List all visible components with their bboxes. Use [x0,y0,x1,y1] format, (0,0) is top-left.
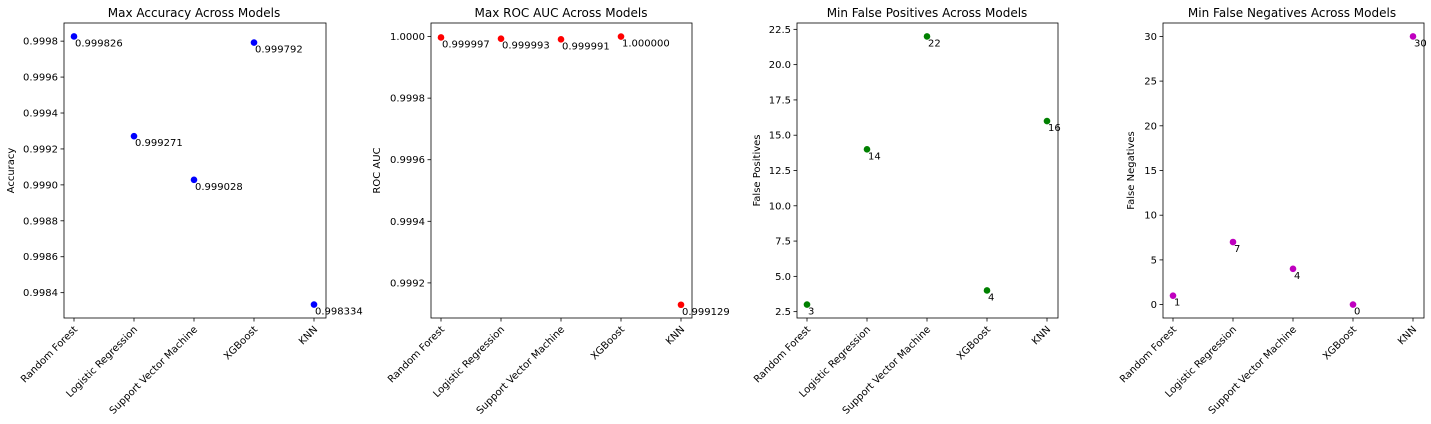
data-point [863,146,871,153]
y-tick-label: 0.9996 [23,73,58,84]
y-tick-label: 0.9992 [390,278,425,289]
y-tick-label: 12.5 [769,166,791,177]
y-axis-label: False Positives [752,134,763,206]
data-point [1289,265,1297,273]
chart-panel-1: Max Accuracy Across Models Accuracy 0.9984… [6,6,363,417]
data-label: 4 [988,292,994,303]
y-tick-label: 0.9992 [23,144,58,155]
y-tick-label: 25 [1144,77,1157,88]
x-tick-label: KNN [1396,324,1419,347]
chart-title: Min False Negatives Across Models [1188,6,1396,20]
y-tick-label: 5.0 [775,272,791,283]
x-tick-label: XGBoost [589,324,627,362]
axes-frame [430,22,693,319]
data-point [310,301,318,308]
x-tick-label: Random Forest [752,324,813,385]
data-point [983,287,991,294]
x-tick-label: Random Forest [386,324,447,385]
chart-panel-3: Min False Positives Across Models False P… [752,6,1061,417]
y-axis-label: False Negatives [1126,131,1137,209]
data-label: 0.999129 [682,307,730,318]
data-label: 0.998334 [315,307,363,318]
x-tick-label: KNN [664,324,687,347]
data-point [617,33,625,40]
data-label: 14 [868,151,881,162]
y-tick-label: 10.0 [769,201,791,212]
data-label: 0.999271 [135,138,183,149]
y-tick-label: 0.9984 [23,288,58,299]
y-tick-label: 0.9990 [23,180,58,191]
data-label: 0.999028 [195,182,243,193]
data-label: 0.999991 [562,41,610,52]
x-tick-label: XGBoost [1321,324,1359,362]
axes-frame [796,22,1059,319]
data-point [130,132,138,140]
data-point [1349,301,1357,308]
data-point [803,301,811,308]
y-tick-label: 0.9988 [23,216,58,227]
y-tick-label: 0.9998 [390,94,425,105]
data-label: 30 [1414,38,1427,49]
y-tick-label: 0.9998 [23,37,58,48]
data-label: 3 [808,307,814,318]
y-tick-label: 22.5 [769,25,791,36]
data-point [250,39,258,46]
chart-title: Max ROC AUC Across Models [475,6,648,20]
data-point [1043,117,1051,125]
axes-frame [63,22,327,319]
data-point [1229,238,1237,246]
y-tick-label: 15.0 [769,131,791,142]
data-label: 0.999997 [442,39,490,50]
x-tick-label: KNN [1030,324,1053,347]
data-point [70,33,78,40]
data-label: 0 [1354,307,1360,318]
y-axis-label: ROC AUC [372,147,383,193]
data-point [923,33,931,40]
y-tick-label: 0.9996 [390,155,425,166]
x-tick-label: XGBoost [222,324,260,362]
y-tick-label: 20 [1144,121,1157,132]
y-tick-label: 0.9994 [23,109,58,120]
y-tick-label: 10 [1144,211,1157,222]
data-label: 1.000000 [622,39,670,50]
y-tick-label: 0.9994 [390,217,425,228]
data-point [497,35,505,43]
data-label: 7 [1234,244,1240,255]
y-tick-label: 30 [1144,32,1157,43]
y-tick-label: 7.5 [775,237,791,248]
data-label: 4 [1294,271,1300,282]
data-label: 1 [1174,298,1180,309]
y-tick-label: 0 [1151,300,1157,311]
chart-panel-2: Max ROC AUC Across Models ROC AUC 0.9992 0.… [372,6,730,417]
chart-title: Min False Positives Across Models [827,6,1028,20]
data-label: 0.999792 [255,45,303,56]
chart-panel-4: Min False Negatives Across Models False N… [1118,6,1427,417]
y-tick-label: 0.9986 [23,252,58,263]
y-tick-label: 5 [1151,255,1157,266]
x-tick-label: KNN [297,324,320,347]
data-point [190,176,198,184]
data-label: 0.999993 [502,41,550,52]
chart-title: Max Accuracy Across Models [108,6,280,20]
x-tick-label: XGBoost [955,324,993,362]
y-tick-label: 1.0000 [390,32,425,43]
y-tick-label: 20.0 [769,60,791,71]
data-label: 16 [1048,123,1061,134]
y-tick-label: 15 [1144,166,1157,177]
y-tick-label: 2.5 [775,307,791,318]
data-point [1169,292,1177,299]
data-point [677,301,685,309]
data-point [437,34,445,41]
data-point [1409,33,1417,40]
data-label: 22 [928,38,941,49]
y-tick-label: 17.5 [769,95,791,106]
x-tick-label: Random Forest [19,324,80,385]
x-tick-label: Random Forest [1118,324,1179,385]
y-axis-label: Accuracy [6,148,17,194]
data-label: 0.999826 [75,38,123,49]
data-point [557,36,565,43]
